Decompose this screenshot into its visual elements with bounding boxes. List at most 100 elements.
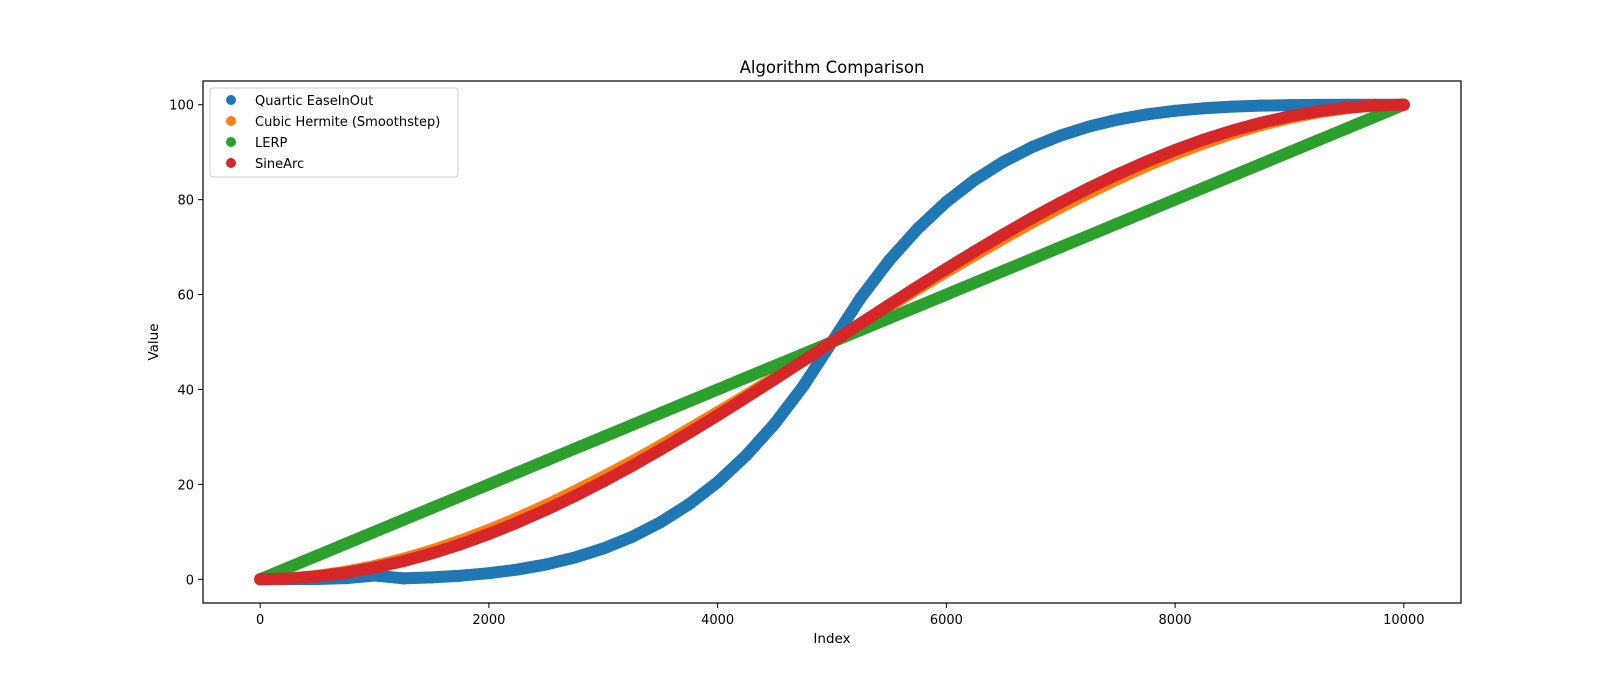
data-point: [883, 312, 896, 325]
series-3: [254, 98, 1410, 586]
data-point: [968, 173, 981, 186]
legend-label: Cubic Hermite (Smoothstep): [255, 115, 440, 130]
legend-marker: [226, 95, 236, 105]
legend-marker: [226, 137, 236, 147]
data-point: [1111, 168, 1124, 181]
data-point: [1397, 98, 1410, 111]
legend-marker: [226, 116, 236, 126]
axes-frame: [202, 80, 1462, 604]
x-tick-label: 8000: [1159, 613, 1192, 628]
data-point: [711, 476, 724, 489]
y-axis: 0 20 40 60 80 100: [169, 99, 203, 588]
data-point: [768, 373, 781, 386]
data-point: [1312, 105, 1325, 118]
legend-label: Quartic EaseInOut: [255, 94, 373, 109]
data-point: [797, 379, 810, 392]
plot-area: [254, 98, 1410, 586]
legend-marker: [226, 158, 236, 168]
data-point: [1054, 241, 1067, 254]
data-point: [740, 371, 753, 384]
data-point: [997, 155, 1010, 168]
legend-box: [209, 87, 459, 178]
data-point: [1369, 99, 1382, 112]
data-point: [940, 195, 953, 208]
x-tick-label: 0: [256, 613, 264, 628]
y-axis-label: Value: [146, 323, 162, 360]
legend-item: Quartic EaseInOut: [226, 94, 373, 109]
data-point: [768, 417, 781, 430]
data-point: [311, 549, 324, 562]
data-point: [654, 407, 667, 420]
data-point: [597, 430, 610, 443]
data-point: [568, 490, 581, 503]
data-point: [540, 454, 553, 467]
legend-item: LERP: [226, 136, 287, 151]
data-point: [425, 547, 438, 560]
data-point: [511, 516, 524, 529]
data-point: [511, 563, 524, 576]
data-point: [339, 566, 352, 579]
x-tick-label: 4000: [701, 613, 734, 628]
data-point: [940, 262, 953, 275]
data-point: [911, 300, 924, 313]
data-point: [425, 502, 438, 515]
data-point: [968, 245, 981, 258]
data-point: [625, 530, 638, 543]
data-point: [597, 542, 610, 555]
data-point: [1083, 229, 1096, 242]
data-point: [368, 525, 381, 538]
data-point: [454, 538, 467, 551]
data-point: [1054, 196, 1067, 209]
data-point: [282, 572, 295, 585]
data-point: [1254, 116, 1267, 129]
data-point: [826, 336, 838, 348]
data-point: [540, 503, 553, 516]
legend-item: SineArc: [226, 157, 304, 172]
data-point: [1083, 181, 1096, 194]
data-point: [883, 298, 896, 311]
data-point: [1140, 108, 1153, 121]
data-point: [683, 498, 696, 511]
x-tick-label: 6000: [930, 613, 963, 628]
data-point: [997, 228, 1010, 241]
data-point: [1140, 155, 1153, 168]
y-tick-label: 20: [177, 478, 194, 493]
data-point: [654, 516, 667, 529]
data-point: [1083, 120, 1096, 133]
legend-label: SineArc: [255, 157, 304, 172]
data-point: [1340, 122, 1353, 135]
data-point: [1226, 169, 1239, 182]
data-point: [854, 292, 867, 305]
data-point: [1140, 205, 1153, 218]
x-tick-label: 10000: [1383, 613, 1424, 628]
legend: Quartic EaseInOut Cubic Hermite (Smoothst…: [209, 87, 459, 178]
data-point: [1226, 100, 1239, 113]
chart-title: Algorithm Comparison: [740, 58, 925, 77]
y-tick-label: 0: [186, 573, 194, 588]
data-point: [397, 572, 410, 585]
data-point: [397, 555, 410, 568]
data-point: [1054, 129, 1067, 142]
data-point: [282, 561, 295, 574]
y-tick-label: 60: [177, 289, 194, 304]
data-point: [1169, 144, 1182, 157]
data-point: [1312, 134, 1325, 147]
data-point: [339, 537, 352, 550]
data-point: [1283, 110, 1296, 123]
data-point: [1026, 141, 1039, 154]
data-point: [540, 558, 553, 571]
data-point: [1283, 99, 1296, 112]
data-point: [1111, 217, 1124, 230]
data-point: [883, 254, 896, 267]
data-point: [454, 569, 467, 582]
y-tick-label: 40: [177, 383, 194, 398]
data-point: [1026, 212, 1039, 224]
data-point: [683, 426, 696, 439]
data-point: [568, 551, 581, 564]
x-axis: 0 2000 4000 6000 8000 10000: [256, 603, 1424, 628]
data-point: [1169, 193, 1182, 206]
legend-item: Cubic Hermite (Smoothstep): [226, 115, 440, 130]
data-point: [1340, 101, 1353, 114]
data-point: [397, 513, 410, 526]
